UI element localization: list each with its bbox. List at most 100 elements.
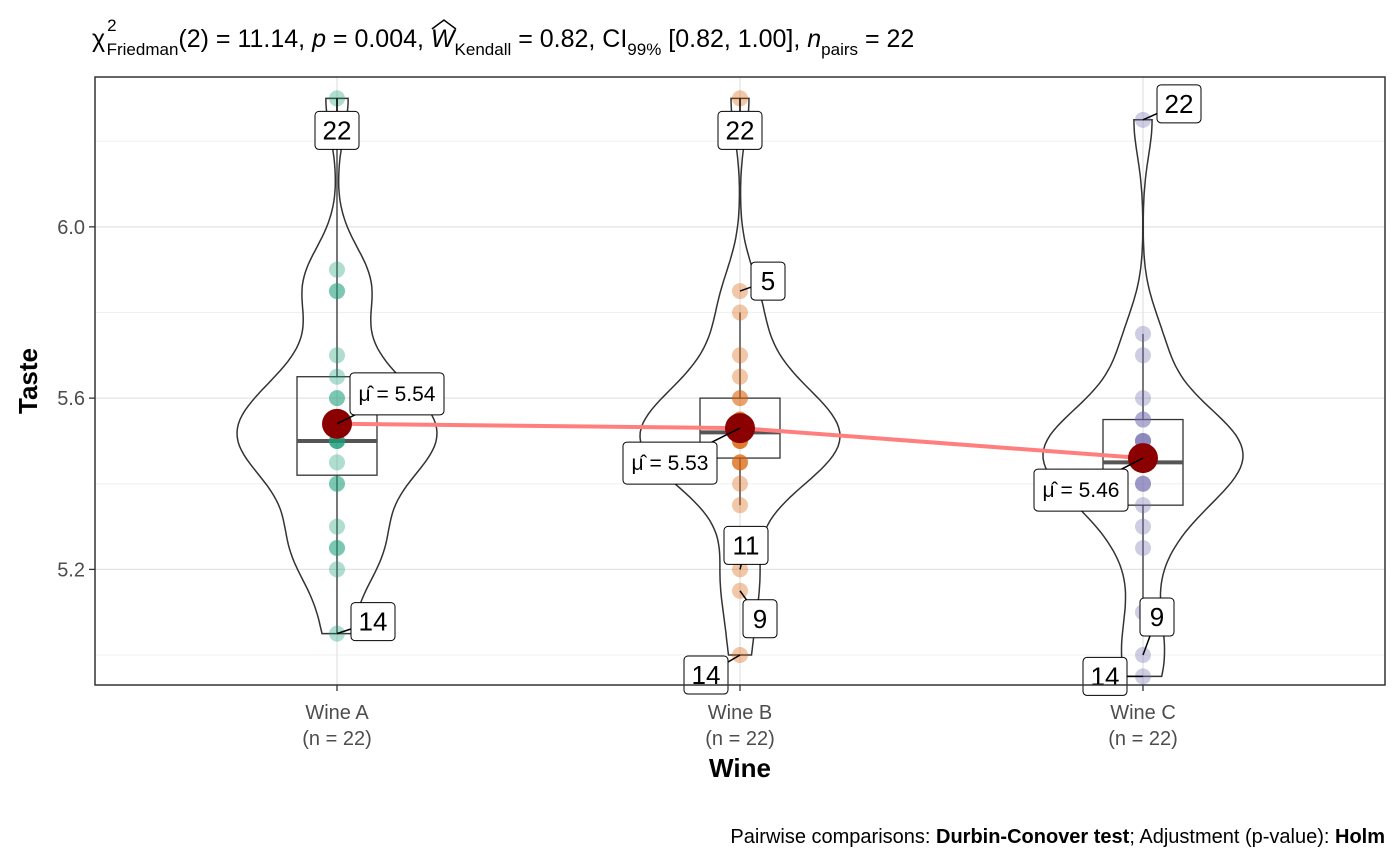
data-point	[329, 539, 345, 556]
caption-test: Durbin-Conover test	[936, 826, 1130, 848]
data-point	[1135, 411, 1151, 428]
outlier-label-box	[314, 110, 360, 150]
data-point	[732, 454, 748, 471]
data-point	[732, 454, 748, 471]
data-point	[1135, 475, 1151, 492]
mu-hat-symbol: μ̂	[1043, 479, 1061, 502]
mean-label-box	[349, 372, 445, 416]
subtitle-p-value: = 0.004,	[326, 25, 431, 53]
y-axis-title: Taste	[13, 348, 43, 414]
data-point	[329, 368, 345, 385]
data-point	[1135, 325, 1151, 342]
data-point	[329, 454, 345, 471]
outlier-label-text: 22	[1165, 89, 1194, 119]
outlier-label-text: 14	[359, 607, 388, 637]
subtitle-p-symbol: p	[311, 25, 326, 53]
mean-label-box	[1033, 468, 1129, 512]
data-point	[732, 347, 748, 364]
y-tick-label: 5.6	[57, 388, 85, 410]
data-point	[329, 475, 345, 492]
data-point	[329, 347, 345, 364]
mean-label-text: μ̂ = 5.54	[359, 383, 436, 406]
outlier-label-box	[742, 599, 778, 639]
y-tick-label: 6.0	[57, 217, 85, 239]
mean-label-text: μ̂ = 5.53	[632, 452, 709, 475]
chart-caption: Pairwise comparisons: Durbin-Conover tes…	[730, 826, 1385, 848]
mean-label-box	[622, 441, 718, 485]
x-tick-label: Wine B	[708, 702, 772, 724]
subtitle-w-symbol: W	[431, 25, 457, 53]
data-point	[1135, 475, 1151, 492]
data-point	[1135, 347, 1151, 364]
data-point	[1135, 539, 1151, 556]
mean-value: = 5.46	[1060, 479, 1119, 502]
subtitle-w-sub: Kendall	[455, 40, 512, 59]
x-tick-count: (n = 22)	[705, 728, 774, 750]
mean-label-text: μ̂ = 5.46	[1043, 479, 1120, 502]
data-point	[329, 261, 345, 278]
chart-subtitle: χ 2 Friedman(2) = 11.14, p = 0.004, WKenda…	[92, 16, 914, 59]
data-point	[1135, 390, 1151, 407]
y-axis: 5.2 5.6 6.0	[57, 217, 95, 581]
subtitle-n-value: = 22	[858, 25, 914, 53]
data-point	[732, 475, 748, 492]
data-point	[329, 390, 345, 407]
data-point	[1135, 475, 1151, 492]
x-axis-title: Wine	[709, 753, 771, 783]
x-tick-count: (n = 22)	[1108, 728, 1177, 750]
x-tick-label: Wine A	[305, 702, 369, 724]
mu-hat-symbol: μ̂	[632, 452, 650, 475]
outlier-label-box	[1156, 84, 1202, 124]
outlier-label-box	[717, 110, 763, 150]
caption-prefix: Pairwise comparisons:	[730, 826, 936, 848]
outlier-label-text: 9	[753, 604, 767, 634]
data-point	[732, 368, 748, 385]
x-tick-count: (n = 22)	[302, 728, 371, 750]
data-point	[732, 454, 748, 471]
outlier-label-text: 22	[726, 115, 755, 145]
subtitle-chi-sup: 2	[107, 16, 116, 35]
outlier-label-box	[723, 525, 769, 565]
x-axis: Wine A (n = 22) Wine B (n = 22) Wine C (n = 2…	[302, 685, 1178, 750]
subtitle-chi: χ	[92, 25, 105, 53]
data-point	[1135, 497, 1151, 514]
data-point	[329, 475, 345, 492]
data-point	[329, 561, 345, 578]
data-point	[732, 390, 748, 407]
mu-hat-symbol: μ̂	[359, 383, 377, 406]
subtitle-n-symbol: n	[807, 25, 821, 53]
outlier-label-text: 22	[323, 115, 352, 145]
subtitle-ci-value: [0.82, 1.00],	[661, 25, 807, 53]
mean-value: = 5.53	[649, 452, 708, 475]
subtitle-stat: (2) = 11.14,	[178, 25, 312, 53]
data-point	[1135, 411, 1151, 428]
violin-1	[236, 97, 438, 635]
w-hat-icon	[431, 19, 457, 30]
data-point	[329, 283, 345, 300]
data-point	[732, 497, 748, 514]
outlier-label-box	[1082, 656, 1128, 696]
outlier-label-text: 11	[733, 530, 760, 560]
outlier-label-box	[350, 602, 396, 642]
outlier-label-text: 9	[1150, 602, 1164, 632]
data-point	[329, 539, 345, 556]
data-point	[1135, 518, 1151, 535]
outlier-label-box	[750, 261, 786, 301]
subtitle-w-value: = 0.82, CI	[511, 25, 627, 53]
outlier-label-text: 14	[1091, 661, 1120, 691]
outlier-label-text: 5	[761, 266, 775, 296]
subtitle-ci-sub: 99%	[627, 40, 661, 59]
y-tick-label: 5.2	[57, 559, 85, 581]
outlier-label-box	[1139, 597, 1175, 637]
mean-value: = 5.54	[376, 383, 435, 406]
subtitle-n-sub: pairs	[821, 40, 858, 59]
x-tick-label: Wine C	[1110, 702, 1176, 724]
caption-method: Holm	[1335, 826, 1385, 848]
caption-middle: ; Adjustment (p-value):	[1129, 826, 1335, 848]
data-point	[329, 390, 345, 407]
data-point	[732, 390, 748, 407]
data-point	[732, 304, 748, 321]
data-point	[329, 283, 345, 300]
data-point	[329, 518, 345, 535]
